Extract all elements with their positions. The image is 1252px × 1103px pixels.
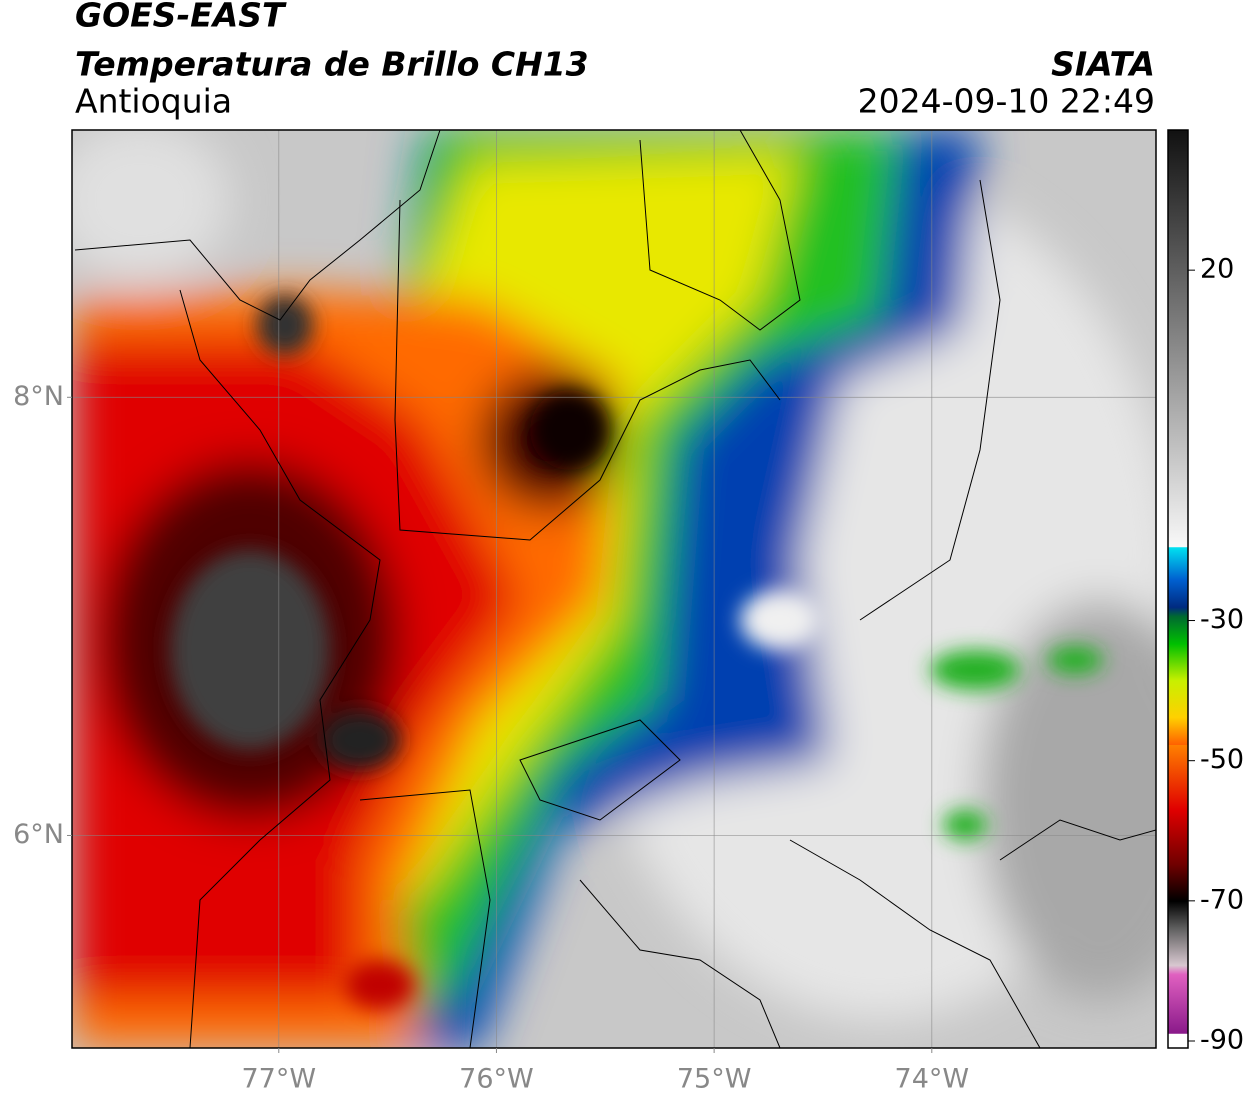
colorbar-tick-label: -50	[1200, 744, 1244, 775]
title: GOES-EAST	[75, 0, 287, 35]
datetime: 2024-09-10 22:49	[858, 82, 1155, 121]
lon-tick-label: 74°W	[895, 1064, 970, 1095]
colorbar-tick-label: -90	[1200, 1024, 1244, 1055]
graticule	[72, 130, 1156, 1048]
source: SIATA	[1051, 45, 1155, 84]
colorbar-tick-label: 20	[1200, 254, 1234, 285]
colorbar	[1167, 129, 1189, 1049]
lat-tick-label: 8°N	[13, 381, 64, 412]
lon-tick-label: 75°W	[677, 1064, 752, 1095]
lat-tick-label: 6°N	[13, 819, 64, 850]
subtitle: Temperatura de Brillo CH13	[75, 45, 589, 84]
colorbar-tick-label: -70	[1200, 884, 1244, 915]
map-frame	[71, 129, 1157, 1049]
borders	[74, 130, 1156, 1048]
lon-tick-label: 77°W	[242, 1064, 317, 1095]
colorbar-tick-label: -30	[1200, 604, 1244, 635]
region: Antioquia	[75, 82, 232, 121]
axis-ticks: 77°W 76°W 75°W 74°W 8°N 6°N	[13, 381, 969, 1095]
colorbar-ticks: 20 -30 -50 -70 -90	[1188, 254, 1244, 1055]
lon-tick-label: 76°W	[459, 1064, 534, 1095]
satellite-image	[72, 130, 1156, 1048]
